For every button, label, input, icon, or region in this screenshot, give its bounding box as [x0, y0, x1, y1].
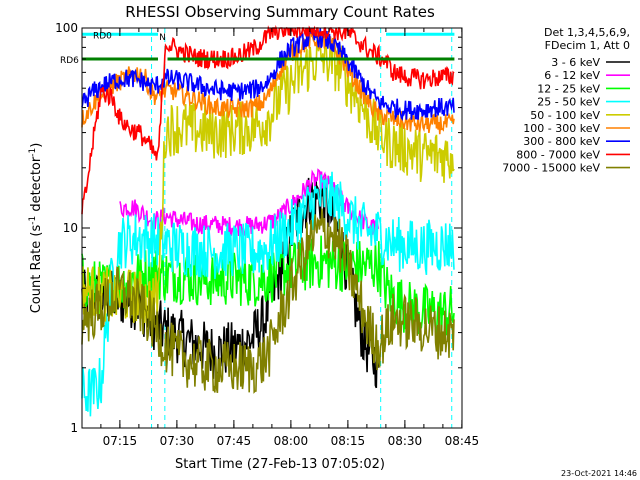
y-axis-label: Count Rate (s-1 detector-1): [28, 143, 44, 314]
legend-label: 50 - 100 keV: [530, 109, 600, 122]
chart-title: RHESSI Observing Summary Count Rates: [125, 3, 435, 21]
legend-label: 100 - 300 keV: [523, 122, 600, 135]
x-axis-label: Start Time (27-Feb-13 07:05:02): [175, 457, 385, 472]
x-tick-label: 08:15: [331, 434, 366, 448]
flag-label-rd6: RD6: [60, 56, 79, 66]
legend-label: 12 - 25 keV: [537, 82, 600, 95]
legend: Det 1,3,4,5,6,9,FDecim 1, Att 0 3 - 6 keV…: [502, 26, 630, 175]
legend-label: 800 - 7000 keV: [516, 148, 600, 161]
legend-header-line: FDecim 1, Att 0: [545, 39, 630, 52]
series-line-8: [81, 24, 455, 215]
axis-ticks: 1 10 100 07:15 07:30 07:45 08:00 08:15 08:30 08:4…: [55, 21, 479, 448]
flag-marker-label: N: [159, 33, 166, 43]
legend-label: 300 - 800 keV: [523, 135, 600, 148]
x-tick-label: 07:45: [217, 434, 252, 448]
x-tick-label: 07:15: [103, 434, 138, 448]
series-line-4: [81, 171, 455, 417]
x-tick-label: 08:45: [445, 434, 480, 448]
series-line-7: [81, 27, 455, 121]
legend-label: 3 - 6 keV: [551, 56, 600, 69]
footer-date: 23-Oct-2021 14:46: [561, 469, 637, 478]
series-layer: [81, 24, 455, 417]
series-line-3: [81, 235, 455, 339]
y-tick-label: 1: [70, 421, 78, 435]
flag-label-rd0: RD0: [93, 31, 112, 41]
series-line-9: [81, 208, 455, 394]
legend-label: 7000 - 15000 keV: [502, 162, 600, 175]
y-tick-label: 10: [63, 221, 78, 235]
y-tick-label: 100: [55, 21, 78, 35]
legend-label: 25 - 50 keV: [537, 96, 600, 109]
x-tick-label: 07:30: [160, 434, 195, 448]
legend-label: 6 - 12 keV: [544, 69, 600, 82]
legend-header-line: Det 1,3,4,5,6,9,: [544, 26, 630, 39]
x-tick-label: 08:00: [274, 434, 309, 448]
x-tick-label: 08:30: [388, 434, 423, 448]
